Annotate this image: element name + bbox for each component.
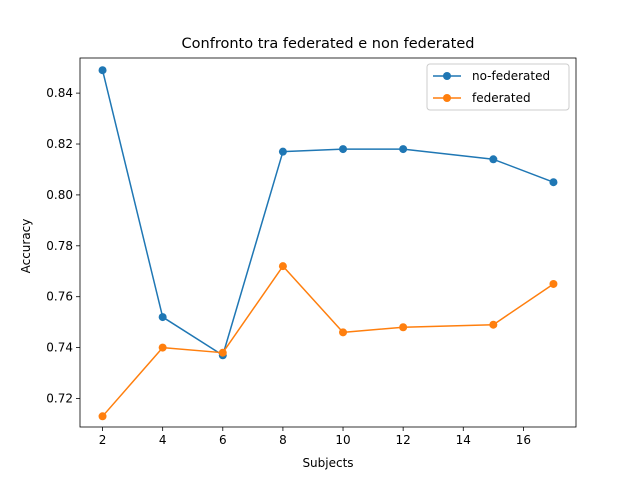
y-axis-label: Accuracy: [19, 219, 33, 274]
plot-area: 2 4 6 8 10 12 14 16 0.72 0.74 0.76 0.78 0.80 0.82 0.84…: [46, 57, 577, 447]
series-point-federated-1: [158, 343, 167, 352]
y-tick-label-1: 0.74: [46, 341, 73, 355]
y-tick-label-6: 0.84: [46, 86, 73, 100]
legend-marker-no-federated: [443, 72, 451, 80]
series-line-federated: [101, 265, 554, 417]
series-point-federated-5: [399, 323, 408, 332]
series-point-no-federated-4: [339, 145, 348, 154]
legend-box: [426, 63, 570, 111]
legend-marker-federated: [443, 94, 451, 102]
series-point-no-federated-7: [549, 178, 558, 187]
series-point-no-federated-0: [98, 66, 107, 75]
series-point-no-federated-5: [399, 145, 408, 154]
x-axis-label: Subjects: [302, 456, 353, 470]
series-point-federated-4: [339, 328, 348, 337]
series-point-federated-0: [98, 412, 107, 421]
x-tick-label-3: 8: [279, 433, 287, 447]
legend-label-no-federated: no-federated: [472, 69, 550, 83]
series-point-no-federated-1: [158, 313, 167, 322]
x-tick-label-2: 6: [219, 433, 227, 447]
series-point-no-federated-3: [278, 147, 287, 156]
y-tick-label-3: 0.78: [46, 239, 73, 253]
series-point-no-federated-6: [489, 155, 498, 164]
x-tick-label-4: 10: [335, 433, 350, 447]
series-point-federated-2: [218, 348, 227, 357]
legend-label-federated: federated: [472, 91, 531, 105]
y-tick-label-4: 0.80: [46, 188, 73, 202]
series-line-no-federated: [101, 70, 554, 356]
series-point-federated-3: [278, 262, 287, 271]
axes-frame: [79, 57, 577, 428]
y-tick-label-2: 0.76: [46, 290, 73, 304]
chart-title: Confronto tra federated e non federated: [182, 36, 475, 52]
y-tick-label-5: 0.82: [46, 137, 73, 151]
x-tick-label-6: 14: [456, 433, 471, 447]
x-tick-label-0: 2: [99, 433, 107, 447]
series-point-federated-6: [489, 320, 498, 329]
x-tick-label-5: 12: [396, 433, 411, 447]
legend: no-federated federated: [426, 63, 570, 111]
y-tick-label-0: 0.72: [46, 391, 73, 405]
x-tick-label-1: 4: [159, 433, 167, 447]
x-tick-label-7: 16: [516, 433, 531, 447]
series-point-federated-7: [549, 279, 558, 288]
